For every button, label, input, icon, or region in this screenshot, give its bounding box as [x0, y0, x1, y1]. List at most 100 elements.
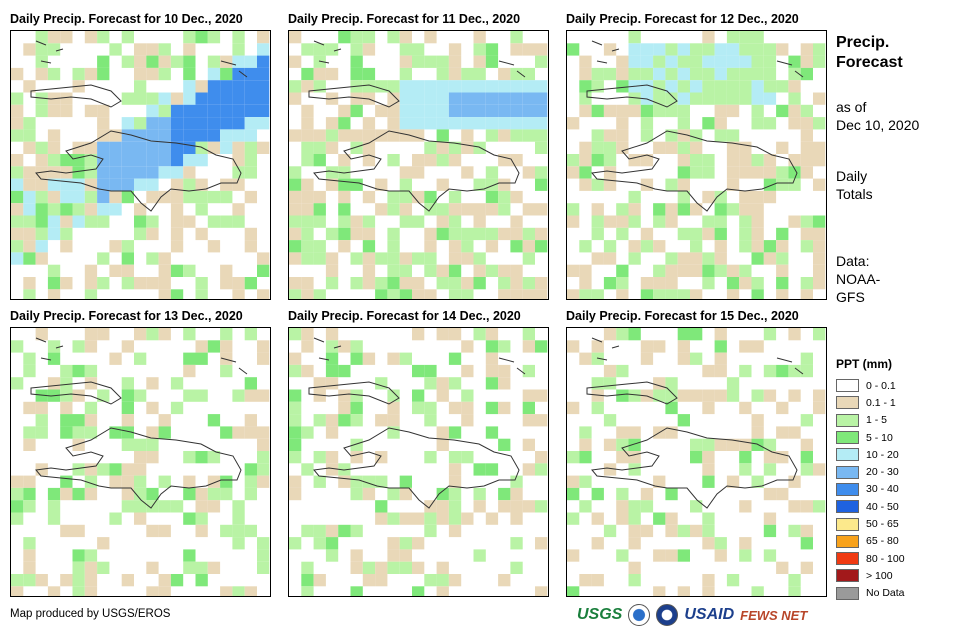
- precip-cell: [97, 104, 110, 118]
- bahamas-outline: [313, 40, 526, 78]
- precip-cell: [35, 574, 48, 587]
- precip-cell: [603, 215, 617, 228]
- precip-cell: [134, 352, 147, 365]
- precip-cell: [763, 178, 777, 191]
- legend-swatch: [836, 431, 859, 445]
- precip-cell: [232, 43, 245, 56]
- precip-cell: [84, 340, 98, 353]
- precip-cell: [640, 55, 654, 68]
- precip-cell: [653, 475, 666, 488]
- precip-cell: [362, 227, 376, 241]
- sidebar-title: Precip. Forecast: [836, 33, 903, 73]
- legend-label: 5 - 10: [866, 431, 893, 444]
- precip-cell: [47, 203, 61, 216]
- precip-cell: [448, 264, 462, 277]
- precip-cell: [751, 586, 764, 596]
- precip-cell: [579, 500, 592, 513]
- precip-cell: [362, 43, 376, 56]
- precip-cell: [424, 289, 437, 299]
- precip-cell: [195, 31, 208, 44]
- precip-cell: [579, 80, 592, 93]
- precip-cell: [146, 129, 159, 142]
- precip-cell: [567, 487, 580, 501]
- precip-cell: [448, 524, 462, 538]
- precip-cell: [338, 31, 351, 44]
- precip-cell: [387, 190, 400, 204]
- precip-cell: [301, 574, 314, 587]
- precip-cell: [535, 586, 548, 596]
- precip-cell: [257, 92, 270, 105]
- precip-cell: [485, 80, 499, 93]
- precip-cell: [510, 104, 523, 118]
- precip-cell: [244, 475, 257, 488]
- precip-cell: [313, 55, 326, 68]
- precip-cell: [362, 352, 376, 365]
- precip-cell: [535, 463, 548, 476]
- precip-cell: [690, 55, 703, 68]
- precip-cell: [567, 512, 580, 525]
- precip-cell: [399, 203, 412, 216]
- precip-cell: [399, 104, 412, 118]
- precip-cell: [72, 561, 85, 574]
- precip-cell: [170, 227, 184, 241]
- precip-cell: [325, 549, 339, 562]
- precip-cell: [739, 203, 752, 216]
- legend-row: 80 - 100: [836, 550, 905, 567]
- precip-cell: [399, 178, 412, 191]
- precip-cell: [461, 129, 474, 142]
- legend-label: 50 - 65: [866, 518, 899, 531]
- precip-cell: [510, 227, 523, 241]
- precip-cell: [412, 215, 425, 228]
- precip-cell: [23, 129, 36, 142]
- precip-cell: [800, 43, 813, 56]
- precip-cell: [448, 203, 462, 216]
- precip-cell: [665, 487, 678, 501]
- precip-cell: [677, 524, 690, 538]
- precip-cell: [338, 524, 351, 538]
- precip-cell: [591, 340, 604, 353]
- precip-cell: [350, 389, 363, 402]
- precip-cell: [591, 129, 604, 142]
- legend-row: 5 - 10: [836, 429, 905, 446]
- precip-cell: [739, 537, 752, 550]
- precip-cell: [739, 92, 752, 105]
- precip-cell: [788, 426, 801, 439]
- precip-cell: [498, 227, 511, 241]
- precip-cell: [220, 364, 233, 378]
- bahamas-outline: [35, 337, 248, 375]
- precip-cell: [60, 524, 73, 538]
- precip-cell: [121, 240, 134, 253]
- precip-cell: [485, 203, 499, 216]
- precip-cell: [232, 117, 245, 130]
- sidebar-data-line1: Data:: [836, 253, 870, 269]
- precip-cell: [399, 43, 412, 56]
- precip-cell: [23, 364, 36, 378]
- precip-cell: [325, 227, 339, 241]
- precip-cell: [485, 117, 499, 130]
- precip-cell: [603, 364, 617, 378]
- precip-cell: [567, 475, 580, 488]
- precip-cell: [813, 178, 826, 191]
- precip-cell: [47, 512, 61, 525]
- precip-cell: [399, 549, 412, 562]
- legend-label: 20 - 30: [866, 466, 899, 479]
- precip-cell: [813, 463, 826, 476]
- precip-cell: [97, 561, 110, 574]
- precip-cell: [134, 117, 147, 130]
- precip-cell: [350, 340, 363, 353]
- precip-cell: [60, 92, 73, 105]
- precip-cell: [702, 451, 715, 464]
- precip-cell: [387, 352, 400, 365]
- precip-cell: [653, 512, 666, 525]
- precip-cell: [47, 215, 61, 228]
- precip-cell: [751, 31, 764, 44]
- precip-cell: [301, 340, 314, 353]
- precip-cell: [522, 438, 535, 451]
- precip-cell: [640, 340, 654, 353]
- precip-cell: [498, 364, 511, 378]
- precip-cell: [134, 67, 147, 81]
- precip-cell: [325, 328, 339, 341]
- panel-title-4: Daily Precip. Forecast for 13 Dec., 2020: [10, 309, 243, 323]
- precip-cell: [146, 104, 159, 118]
- precip-cell: [109, 190, 122, 204]
